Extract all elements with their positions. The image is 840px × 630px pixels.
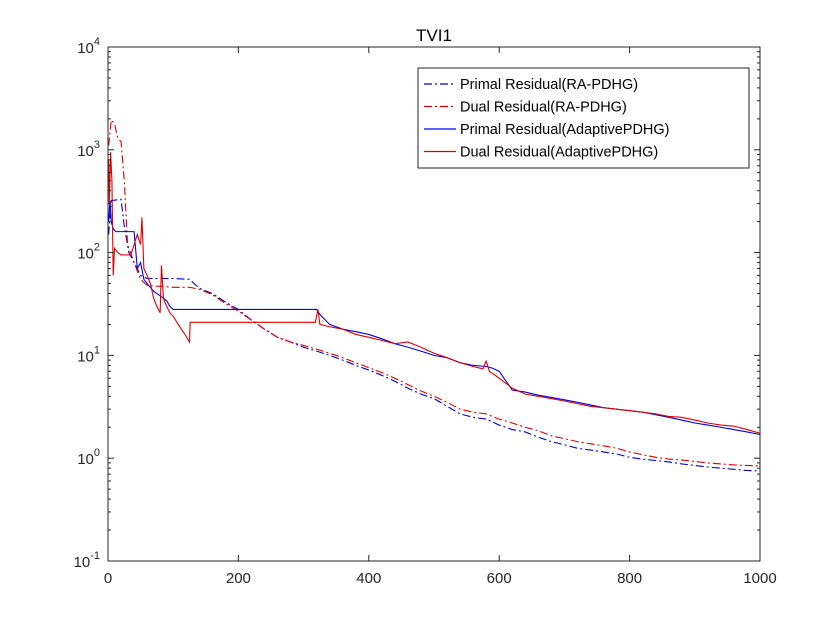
chart-title: TVI1 [416,26,452,45]
y-tick-exponent: 4 [94,36,100,48]
y-tick-base: 10 [77,40,94,57]
x-tick-label: 800 [617,570,642,587]
y-tick-exponent: 1 [94,344,100,356]
plot-frame [107,46,761,562]
y-tick-exponent: 3 [94,139,100,151]
series-line-2 [108,118,760,467]
x-tick-label: 400 [356,570,381,587]
legend-box [417,67,750,169]
legend-label: Dual Residual(RA-PDHG) [460,100,627,116]
y-tick-label: 100 [77,447,100,468]
series-line-1 [108,198,760,472]
y-tick-exponent: 2 [94,242,100,254]
y-tick-base: 10 [74,554,91,571]
x-tick-label: 0 [104,570,112,587]
y-tick-exponent: 0 [94,447,100,459]
y-tick-label: 103 [77,139,100,160]
legend-label: Dual Residual(AdaptivePDHG) [460,145,658,161]
legend-label: Primal Residual(RA-PDHG) [460,77,638,93]
y-tick-label: 10-1 [74,550,100,571]
y-tick-base: 10 [77,348,94,365]
y-tick-label: 104 [77,36,100,57]
legend-label: Primal Residual(AdaptivePDHG) [460,122,670,138]
y-tick-label: 102 [77,242,100,263]
legend: Primal Residual(RA-PDHG) Dual Residual(RA… [417,67,750,169]
x-tick-label: 600 [487,570,512,587]
y-tick-exponent: -1 [90,550,100,562]
y-tick-label: 101 [77,344,100,365]
series-line-4 [108,152,760,434]
y-tick-base: 10 [77,246,94,263]
series-layer [108,118,760,472]
y-tick-base: 10 [77,451,94,468]
x-tick-label: 200 [226,570,251,587]
x-tick-label: 1000 [743,570,776,587]
y-tick-base: 10 [77,143,94,160]
